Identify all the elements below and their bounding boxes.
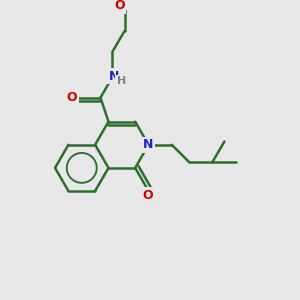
Text: H: H bbox=[117, 76, 126, 86]
Text: O: O bbox=[114, 0, 124, 12]
Text: O: O bbox=[142, 189, 152, 202]
Text: N: N bbox=[109, 70, 119, 83]
Text: N: N bbox=[143, 138, 154, 151]
Text: O: O bbox=[67, 91, 77, 104]
